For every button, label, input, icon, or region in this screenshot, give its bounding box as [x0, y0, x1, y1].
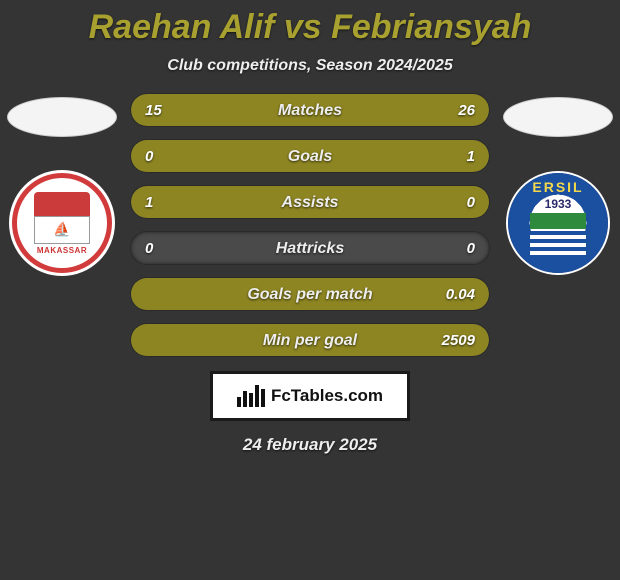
stat-row: 01Goals	[130, 139, 490, 173]
right-player-column: ERSIL 1933	[498, 93, 618, 273]
left-player-column: ⛵ MAKASSAR	[2, 93, 122, 273]
snapshot-date: 24 february 2025	[0, 435, 620, 455]
badge-bottom-text: MAKASSAR	[37, 246, 87, 255]
branding-text: FcTables.com	[271, 386, 383, 406]
stat-label: Hattricks	[131, 232, 489, 265]
badge-brick-icon	[34, 192, 90, 216]
bars-chart-icon	[237, 385, 265, 407]
subtitle: Club competitions, Season 2024/2025	[0, 57, 620, 75]
badge-waves-icon	[530, 231, 586, 255]
badge-year: 1933	[508, 197, 608, 211]
stat-label: Goals	[131, 140, 489, 173]
comparison-panel: ⛵ MAKASSAR 1526Matches 01Goals 10Assists 00…	[0, 93, 620, 357]
badge-green-block-icon	[530, 213, 586, 229]
stat-label: Assists	[131, 186, 489, 219]
stat-label: Min per goal	[131, 324, 489, 357]
stat-row: 10Assists	[130, 185, 490, 219]
stat-row: 00Hattricks	[130, 231, 490, 265]
stat-label: Goals per match	[131, 278, 489, 311]
stat-row: 1526Matches	[130, 93, 490, 127]
left-flag-ellipse	[7, 97, 117, 137]
page-title: Raehan Alif vs Febriansyah	[0, 0, 620, 47]
right-club-badge: ERSIL 1933	[508, 173, 608, 273]
stat-row: 2509Min per goal	[130, 323, 490, 357]
left-club-badge: ⛵ MAKASSAR	[12, 173, 112, 273]
badge-ship-icon: ⛵	[34, 216, 90, 244]
branding-box[interactable]: FcTables.com	[210, 371, 410, 421]
stat-bars: 1526Matches 01Goals 10Assists 00Hattricks 0.…	[130, 93, 490, 357]
stat-row: 0.04Goals per match	[130, 277, 490, 311]
badge-arc-text: ERSIL	[508, 179, 608, 195]
stat-label: Matches	[131, 94, 489, 127]
right-flag-ellipse	[503, 97, 613, 137]
